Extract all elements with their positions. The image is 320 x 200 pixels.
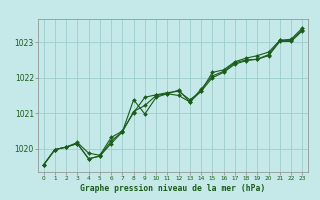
X-axis label: Graphe pression niveau de la mer (hPa): Graphe pression niveau de la mer (hPa) bbox=[80, 184, 266, 193]
